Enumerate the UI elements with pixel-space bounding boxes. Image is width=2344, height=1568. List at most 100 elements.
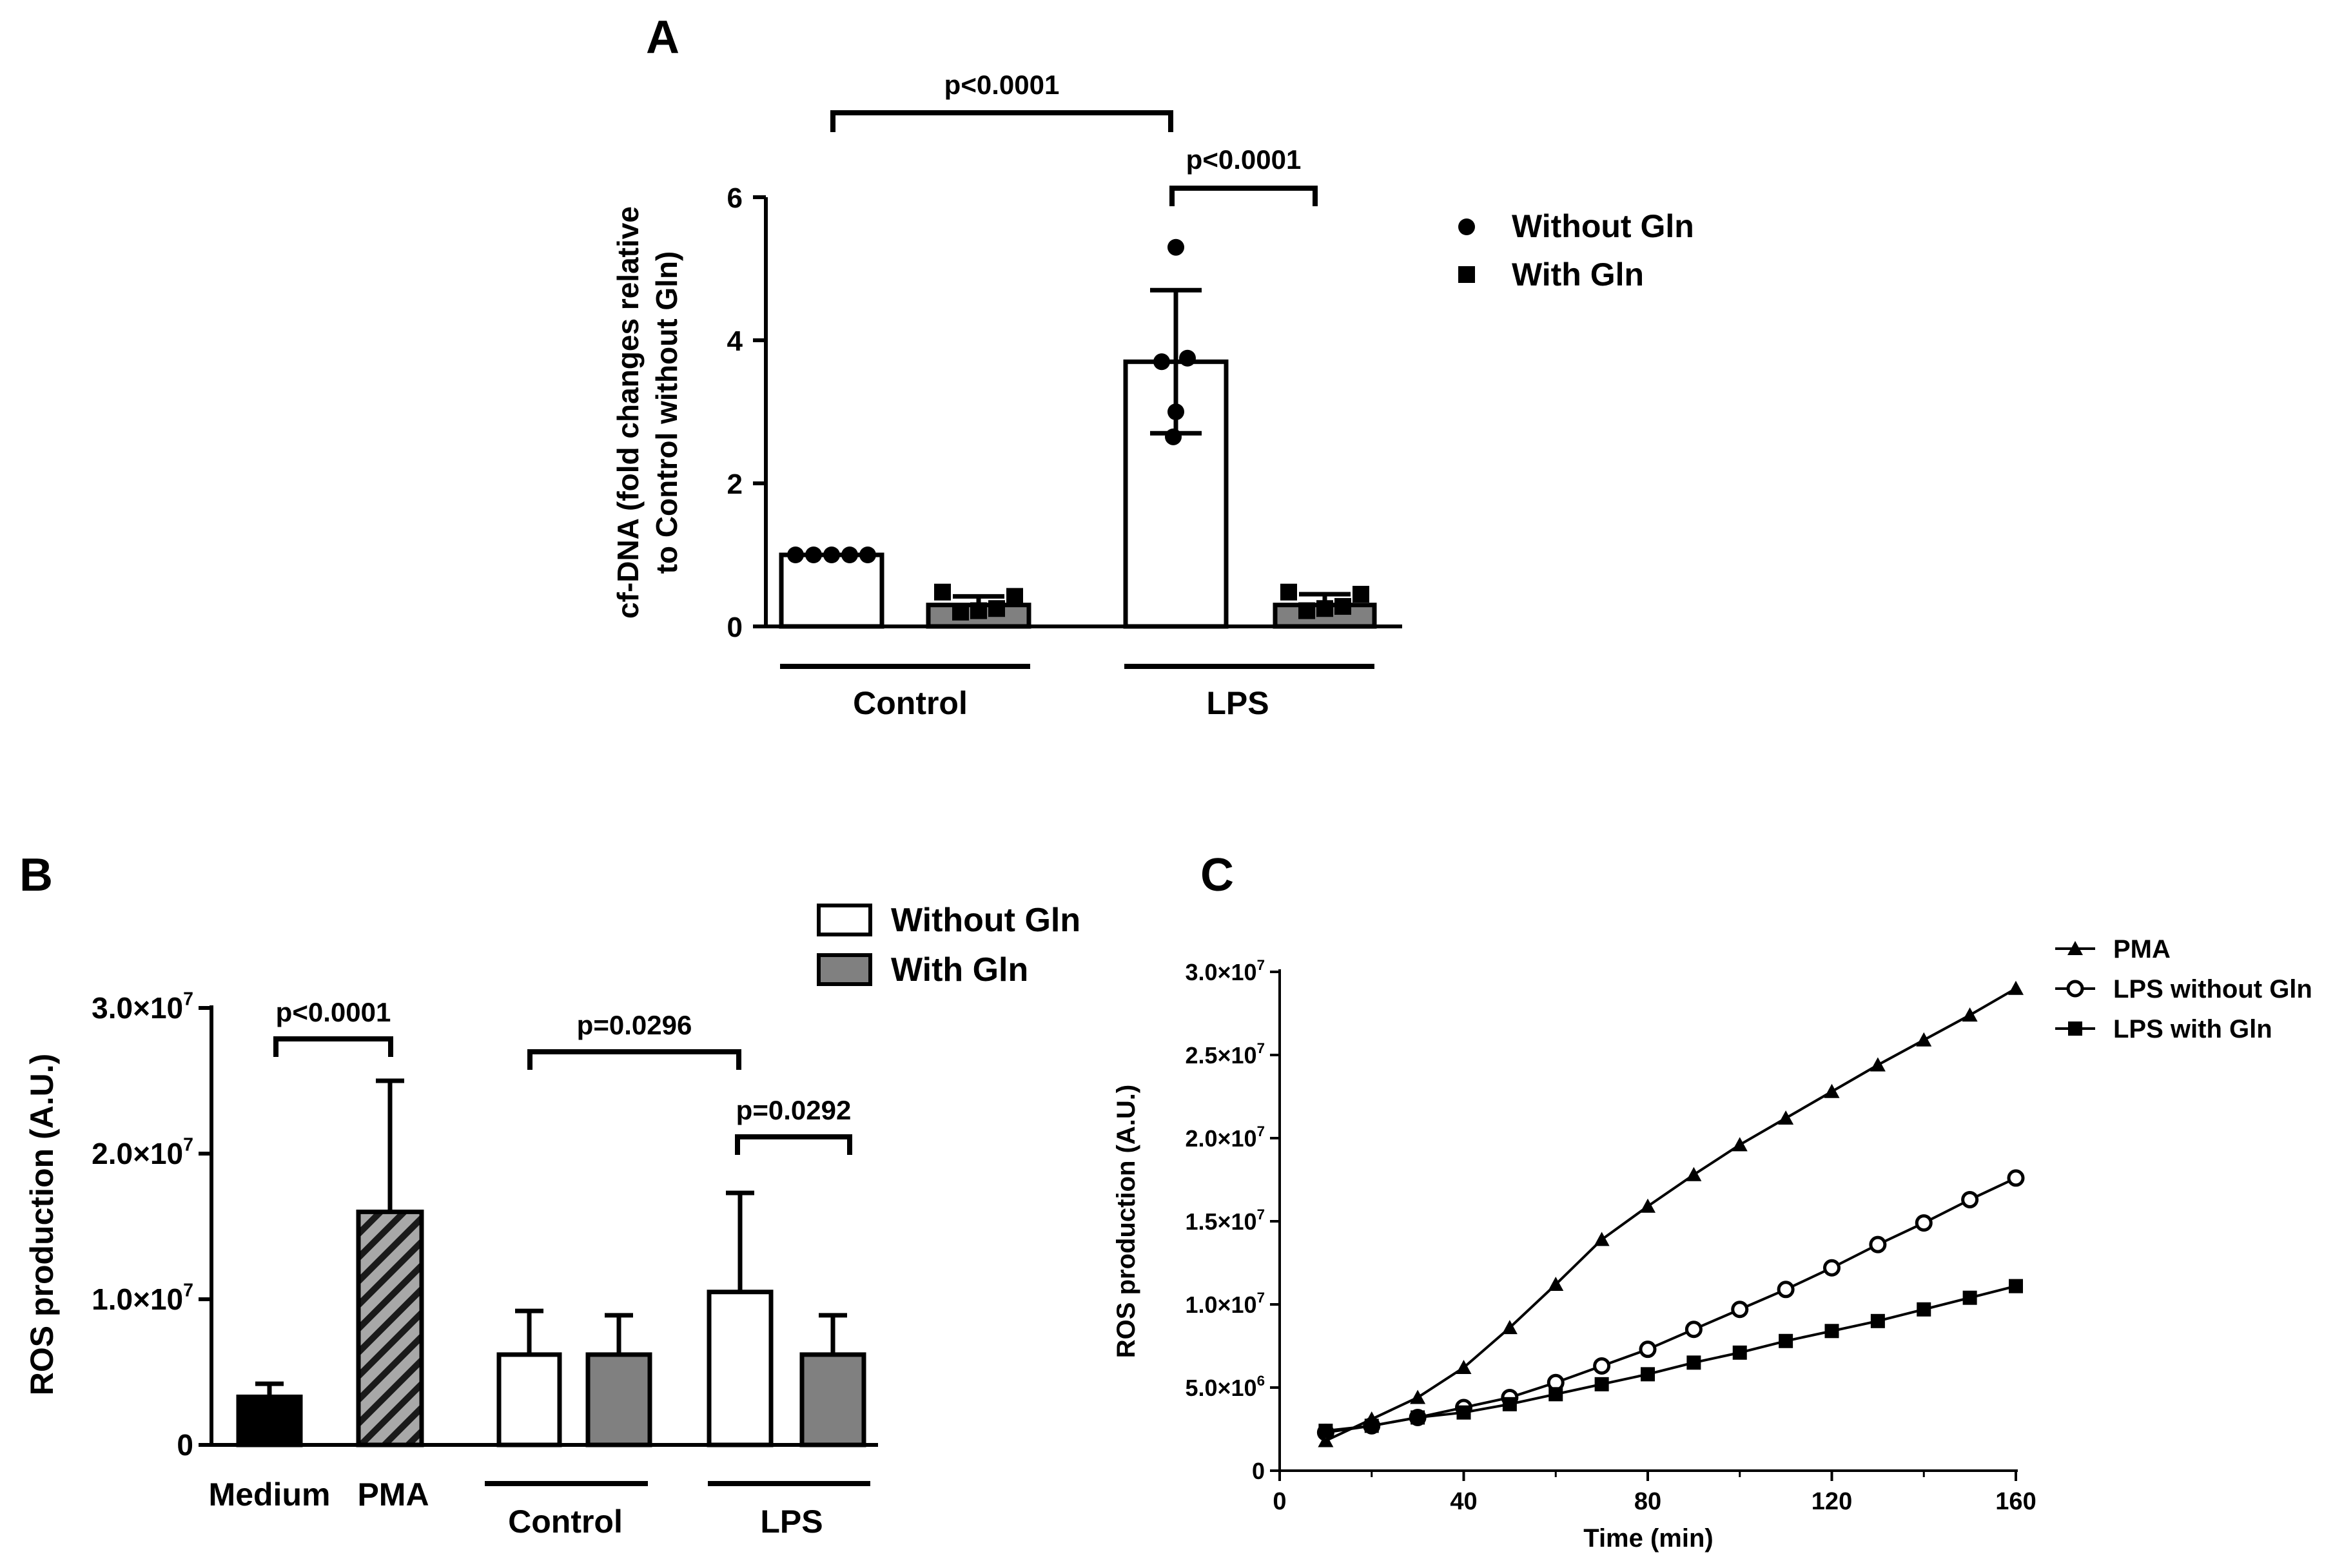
panel-c-point-1-6 bbox=[1593, 1357, 1611, 1375]
panel-b-bar-0 bbox=[236, 1394, 303, 1447]
panel-c-point-1-14 bbox=[1961, 1190, 1979, 1208]
panel-a-point-3-0 bbox=[1280, 583, 1297, 601]
panel-c-point-2-10 bbox=[1779, 1333, 1793, 1348]
panel-a-bars bbox=[779, 238, 1377, 629]
panel-b-cat-lps: LPS bbox=[760, 1504, 823, 1540]
panel-b-bar-1 bbox=[356, 1209, 424, 1447]
panel-b-pvalue-2: p=0.0296 bbox=[577, 1010, 692, 1040]
panel-c-point-2-15 bbox=[2009, 1279, 2023, 1293]
panel-a-group-lps: LPS bbox=[1206, 685, 1269, 721]
panel-c-point-1-12 bbox=[1869, 1235, 1887, 1253]
panel-a-point-1-0 bbox=[934, 583, 951, 601]
panel-c-ytick-label-3: 1.5×107 bbox=[1185, 1206, 1265, 1235]
panel-c-point-0-11 bbox=[1824, 1083, 1840, 1098]
panel-a-point-1-3 bbox=[988, 600, 1005, 617]
panel-c-point-1-15 bbox=[2007, 1169, 2025, 1187]
panel-a-point-2-2 bbox=[1165, 428, 1182, 445]
panel-c-xtick-label-3: 120 bbox=[1812, 1488, 1852, 1515]
panel-c-ytick-label-6: 3.0×107 bbox=[1185, 957, 1265, 985]
panel-c-legend-open-circle-icon bbox=[2066, 980, 2084, 998]
panel-a-point-0-4 bbox=[859, 547, 876, 563]
panel-a-point-3-1 bbox=[1298, 602, 1315, 619]
panel-c-legend-lps-without-gln: LPS without Gln bbox=[2113, 975, 2312, 1003]
panel-c-ytick-label-4: 2.0×107 bbox=[1185, 1123, 1265, 1152]
panel-c-point-2-5 bbox=[1548, 1387, 1563, 1402]
panel-c-ytick-label-2-exponent: 7 bbox=[1257, 1290, 1265, 1306]
panel-a-ylabel-line2: to Control without Gln) bbox=[650, 251, 683, 574]
panel-c-point-1-9 bbox=[1731, 1301, 1749, 1319]
panel-c-ytick-label-5-exponent: 7 bbox=[1257, 1040, 1265, 1056]
panel-a-point-3-4 bbox=[1353, 586, 1369, 603]
panel-c-legend-square-icon bbox=[2068, 1021, 2082, 1036]
panel-b-legend-white-swatch bbox=[817, 904, 872, 936]
panel-c-point-2-8 bbox=[1686, 1355, 1701, 1370]
panel-c-line-2 bbox=[1325, 1284, 2017, 1433]
panel-a-point-2-4 bbox=[1179, 349, 1196, 367]
panel-a-bracket-2 bbox=[1169, 186, 1318, 206]
panel-c-point-0-4 bbox=[1501, 1320, 1518, 1335]
panel-c-x-ticks: 0 40 80 120 160 bbox=[1273, 1471, 2036, 1515]
panel-b-legend-gray-swatch bbox=[817, 953, 872, 986]
panel-a-point-1-4 bbox=[1006, 588, 1023, 605]
panel-c-point-2-12 bbox=[1870, 1313, 1885, 1328]
panel-c-point-2-11 bbox=[1824, 1324, 1839, 1339]
panel-b-label: B bbox=[19, 849, 53, 901]
panel-c-point-2-13 bbox=[1917, 1302, 1931, 1317]
panel-a-label: A bbox=[646, 12, 679, 63]
panel-a-point-2-0 bbox=[1167, 238, 1184, 256]
panel-b-bar-2 bbox=[496, 1352, 562, 1447]
panel-c-xlabel: Time (min) bbox=[1583, 1524, 1714, 1553]
panel-b-ytick-label-0: 0 bbox=[177, 1428, 193, 1462]
panel-b-bar-4 bbox=[707, 1290, 774, 1447]
panel-c-point-0-3 bbox=[1456, 1360, 1472, 1375]
panel-c-line-1 bbox=[1325, 1177, 2017, 1434]
panel-c-legend-triangle-icon bbox=[2067, 941, 2083, 955]
panel-c-xtick-label-1: 40 bbox=[1450, 1488, 1477, 1515]
panel-a-point-2-1 bbox=[1153, 353, 1170, 371]
panel-c-point-0-12 bbox=[1870, 1057, 1886, 1072]
panel-b-legend-without-gln: Without Gln bbox=[891, 902, 1080, 939]
panel-a-bracket-1 bbox=[830, 110, 1173, 132]
panel-c: C 0 5.0×106 1.0×107 1.5×107 2.0×107 2.5×107 3.… bbox=[1112, 849, 2312, 1553]
panel-a-ytick-label-2: 4 bbox=[727, 325, 743, 357]
panel-c-point-2-4 bbox=[1502, 1397, 1517, 1411]
panel-c-point-2-6 bbox=[1594, 1377, 1609, 1391]
panel-a-point-0-1 bbox=[805, 547, 822, 563]
panel-a-point-0-0 bbox=[787, 547, 804, 563]
panel-c-point-2-14 bbox=[1962, 1290, 1977, 1305]
panel-b-bracket-3 bbox=[735, 1134, 852, 1155]
panel-c-point-0-8 bbox=[1686, 1166, 1702, 1181]
panel-a-bar-0 bbox=[779, 552, 884, 629]
panel-b-ylabel: ROS production (A.U.) bbox=[24, 1054, 60, 1396]
panel-a-pvalue-2: p<0.0001 bbox=[1186, 144, 1302, 175]
panel-a-y-ticks: 0 2 4 6 bbox=[727, 182, 766, 643]
panel-b-bar-5 bbox=[799, 1352, 866, 1447]
panel-c-ytick-label-1-exponent: 6 bbox=[1257, 1373, 1265, 1389]
panel-c-ytick-label-3-exponent: 7 bbox=[1257, 1206, 1265, 1223]
panel-a-ylabel-line1: cf-DNA (fold changes relative bbox=[611, 206, 645, 619]
panel-a-point-3-2 bbox=[1316, 600, 1333, 617]
panel-c-xtick-label-4: 160 bbox=[1995, 1488, 2036, 1515]
panel-c-point-1-7 bbox=[1639, 1341, 1657, 1359]
panel-a-point-1-2 bbox=[970, 602, 987, 619]
panel-c-point-2-7 bbox=[1641, 1367, 1655, 1382]
panel-c-point-1-11 bbox=[1823, 1259, 1841, 1277]
panel-b-ytick-label-1: 1.0×107 bbox=[92, 1280, 193, 1316]
panel-b-bracket-1 bbox=[273, 1036, 393, 1057]
panel-a-legend-with-gln: With Gln bbox=[1512, 256, 1644, 293]
panel-c-point-0-6 bbox=[1594, 1232, 1610, 1246]
panel-c-xtick-label-2: 80 bbox=[1634, 1488, 1661, 1515]
panel-c-point-2-2 bbox=[1411, 1410, 1425, 1425]
panel-c-ylabel: ROS production (A.U.) bbox=[1112, 1085, 1140, 1358]
panel-c-point-0-5 bbox=[1548, 1277, 1564, 1292]
panel-c-point-1-10 bbox=[1777, 1281, 1795, 1299]
panel-a-ytick-label-3: 6 bbox=[727, 182, 743, 214]
panel-c-point-2-3 bbox=[1456, 1405, 1471, 1420]
panel-a-point-0-3 bbox=[841, 547, 858, 563]
panel-a-point-2-3 bbox=[1167, 403, 1184, 420]
panel-a-ytick-label-1: 2 bbox=[727, 469, 743, 500]
panel-c-point-1-13 bbox=[1915, 1214, 1933, 1232]
panel-c-point-0-14 bbox=[1962, 1007, 1978, 1022]
panel-a-legend-circle-icon bbox=[1458, 218, 1475, 235]
panel-b-y-ticks: 0 1.0×107 2.0×107 3.0×107 bbox=[92, 989, 211, 1462]
